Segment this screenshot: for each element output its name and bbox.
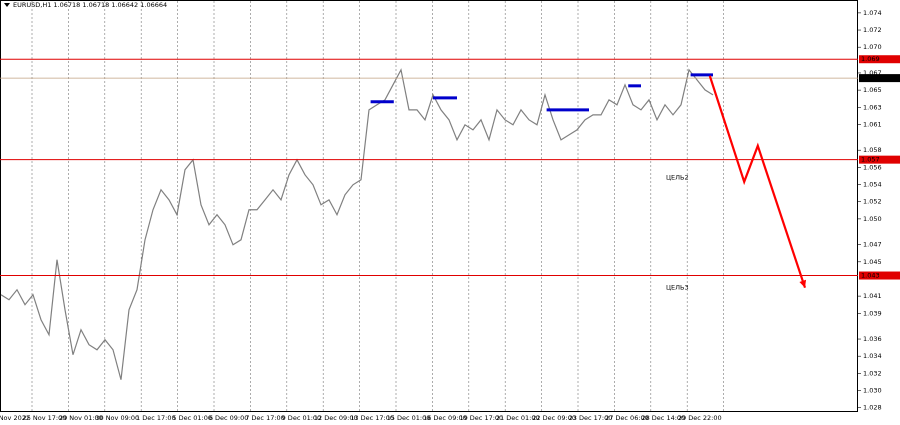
- y-tick-label: 1.050: [863, 215, 882, 223]
- y-tick-label: 1.032: [863, 369, 882, 377]
- price-line: [0, 68, 714, 380]
- x-tick-label: 13 Dec 17:00: [350, 414, 394, 422]
- y-tick-label: 1.030: [863, 387, 882, 395]
- y-tick-label: 1.047: [863, 241, 882, 249]
- forecast-arrowhead: [799, 279, 807, 288]
- y-tick-label: 1.065: [863, 86, 882, 94]
- x-tick-label: 28 Dec 14:00: [641, 414, 685, 422]
- x-tick-label: 19 Dec 17:00: [459, 414, 503, 422]
- forecast-path: [708, 75, 807, 289]
- level-tag: [859, 55, 900, 64]
- y-tick-label: 1.063: [863, 103, 882, 111]
- level-label: 1.057: [861, 156, 880, 164]
- y-tick-label: 1.039: [863, 309, 882, 317]
- x-tick-label: 25 Nov 17:00: [23, 414, 67, 422]
- menu-icon: [4, 3, 10, 7]
- x-tick-label: 29 Dec 22:00: [678, 414, 722, 422]
- annotation: ЦЕЛЬ2: [666, 174, 689, 182]
- y-tick-label: 1.028: [863, 404, 882, 412]
- y-tick-label: 1.061: [863, 120, 882, 128]
- x-tick-label: 29 Nov 01:00: [59, 414, 103, 422]
- y-tick-label: 1.070: [863, 43, 882, 51]
- plot-frame: [0, 0, 858, 412]
- y-tick-label: 1.034: [863, 352, 882, 360]
- level-label: 1.043: [861, 272, 880, 280]
- x-tick-label: 30 Nov 09:00: [95, 414, 139, 422]
- x-tick-label: 7 Dec 17:00: [245, 414, 285, 422]
- x-tick-label: 5 Dec 01:00: [172, 414, 212, 422]
- x-tick-label: 16 Dec 09:00: [423, 414, 467, 422]
- x-tick-label: 21 Dec 01:00: [496, 414, 540, 422]
- level-tag: [859, 271, 900, 280]
- x-tick-label: 9 Dec 01:00: [282, 414, 322, 422]
- y-tick-label: 1.041: [863, 292, 882, 300]
- current-price-tag: [859, 74, 900, 83]
- x-tick-label: 15 Dec 01:00: [387, 414, 431, 422]
- y-tick-label: 1.054: [863, 181, 882, 189]
- level-tag: [859, 155, 900, 164]
- x-tick-label: 1 Dec 17:00: [136, 414, 176, 422]
- level-label: 1.069: [861, 55, 880, 63]
- y-tick-label: 1.036: [863, 335, 882, 343]
- y-tick-label: 1.058: [863, 146, 882, 154]
- y-tick-label: 1.074: [863, 9, 882, 17]
- y-tick-label: 1.067: [863, 69, 882, 77]
- x-tick-label: 6 Dec 09:00: [209, 414, 249, 422]
- annotation: ЦЕЛЬ3: [666, 284, 689, 292]
- x-tick-label: 22 Dec 09:00: [532, 414, 576, 422]
- y-tick-label: 1.052: [863, 198, 882, 206]
- current-price-label: 1.066: [861, 74, 880, 82]
- x-tick-label: 24 Nov 2022: [0, 414, 30, 422]
- x-tick-label: 23 Dec 17:00: [569, 414, 613, 422]
- x-tick-label: 27 Dec 06:00: [605, 414, 649, 422]
- y-tick-label: 1.056: [863, 163, 882, 171]
- y-tick-label: 1.072: [863, 26, 882, 34]
- x-tick-label: 12 Dec 09:00: [314, 414, 358, 422]
- y-tick-label: 1.045: [863, 258, 882, 266]
- chart-title: EURUSD,H1 1.06718 1.06718 1.06642 1.0666…: [13, 1, 167, 9]
